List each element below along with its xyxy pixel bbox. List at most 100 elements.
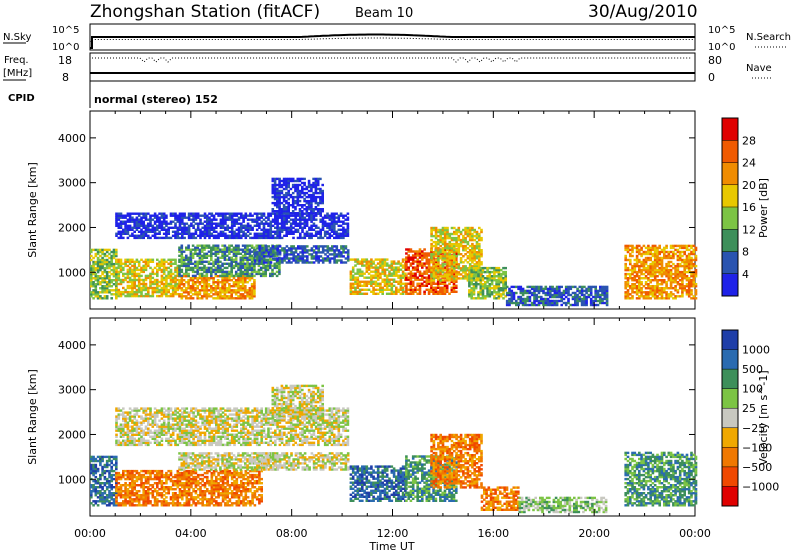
heatmap-cell (207, 254, 211, 257)
heatmap-cell (294, 220, 297, 223)
heatmap-cell (289, 218, 293, 221)
heatmap-cell (638, 287, 641, 290)
heatmap-cell (105, 275, 109, 278)
heatmap-cell (385, 264, 389, 267)
heatmap-cell (587, 289, 591, 293)
heatmap-cell (457, 267, 461, 270)
heatmap-cell (156, 232, 159, 235)
heatmap-cell (535, 293, 538, 297)
heatmap-cell (405, 278, 408, 281)
heatmap-cell (140, 282, 143, 286)
heatmap-cell (314, 181, 318, 185)
heatmap-cell (473, 247, 476, 250)
heatmap-cell (535, 297, 538, 301)
heatmap-cell (115, 250, 118, 254)
heatmap-cell (244, 248, 247, 251)
heatmap-cell (215, 230, 218, 233)
heatmap-cell (219, 218, 223, 221)
heatmap-cell (305, 224, 309, 227)
heatmap-cell (153, 232, 157, 235)
heatmap-cell (430, 266, 433, 269)
heatmap-cell (178, 272, 181, 276)
heatmap-cell (176, 274, 180, 278)
heatmap-cell (432, 244, 436, 248)
heatmap-cell (131, 232, 134, 235)
heatmap-cell (578, 285, 582, 289)
heatmap-cell (110, 285, 113, 288)
heatmap-cell (367, 266, 371, 269)
heatmap-cell (191, 281, 195, 284)
heatmap-cell (665, 250, 668, 254)
heatmap-cell (214, 293, 218, 296)
heatmap-cell (250, 285, 254, 288)
heatmap-cell (264, 228, 268, 231)
heatmap-cell (319, 232, 322, 235)
heatmap-cell (292, 259, 295, 262)
heatmap-cell (174, 290, 177, 294)
heatmap-cell (660, 268, 664, 272)
heatmap-cell (390, 274, 394, 277)
heatmap-cell (553, 303, 557, 307)
heatmap-cell (505, 285, 509, 289)
heatmap-cell (310, 224, 313, 227)
heatmap-cell (478, 236, 481, 240)
heatmap-cell (156, 228, 159, 231)
heatmap-cell (448, 251, 452, 254)
heatmap-cell (182, 295, 186, 298)
heatmap-cell (546, 291, 550, 295)
heatmap-cell (283, 234, 286, 237)
heatmap-cell (305, 212, 309, 215)
heatmap-cell (446, 236, 449, 240)
heatmap-cell (147, 226, 150, 229)
heatmap-cell (427, 266, 431, 269)
heatmap-cell (210, 270, 213, 274)
heatmap-cell (405, 256, 408, 259)
heatmap-cell (468, 230, 472, 234)
heatmap-cell (374, 272, 378, 275)
heatmap-cell (479, 293, 483, 296)
heatmap-cell (207, 277, 211, 280)
heatmap-cell (225, 277, 229, 280)
heatmap-cell (660, 270, 664, 274)
heatmap-cell (464, 238, 467, 242)
heatmap-cell (221, 287, 224, 290)
heatmap-cell (416, 284, 419, 287)
heatmap-cell (376, 268, 380, 271)
heatmap-cell (481, 270, 485, 274)
heatmap-cell (187, 291, 190, 294)
heatmap-cell (135, 228, 139, 231)
heatmap-cell (337, 253, 341, 256)
heatmap-cell (651, 248, 655, 252)
heatmap-cell (453, 261, 456, 264)
heatmap-cell (443, 275, 447, 278)
heatmap-cell (174, 234, 177, 237)
heatmap-cell (633, 266, 637, 270)
heatmap-cell (321, 189, 324, 193)
heatmap-cell (167, 294, 170, 298)
heatmap-cell (471, 226, 474, 230)
heatmap-cell (207, 246, 211, 249)
heatmap-cell (392, 260, 396, 263)
heatmap-cell (361, 260, 364, 263)
heatmap-cell (158, 294, 161, 298)
heatmap-cell (219, 232, 223, 235)
heatmap-cell (128, 262, 132, 265)
heatmap-cell (437, 230, 440, 234)
heatmap-cell (596, 299, 600, 303)
heatmap-cell (181, 228, 184, 231)
heatmap-cell (253, 264, 256, 268)
heatmap-cell (585, 301, 588, 305)
heatmap-cell (310, 197, 313, 201)
heatmap-cell (321, 224, 325, 227)
heatmap-cell (192, 226, 195, 229)
heatmap-cell (474, 275, 478, 278)
heatmap-cell (453, 271, 456, 274)
heatmap-cell (644, 260, 648, 264)
heatmap-cell (248, 256, 252, 259)
heatmap-cell (101, 250, 104, 254)
heatmap-cell (210, 291, 213, 294)
heatmap-cell (349, 282, 353, 285)
heatmap-cell (256, 257, 259, 260)
heatmap-cell (135, 234, 139, 237)
heatmap-cell (642, 260, 646, 264)
